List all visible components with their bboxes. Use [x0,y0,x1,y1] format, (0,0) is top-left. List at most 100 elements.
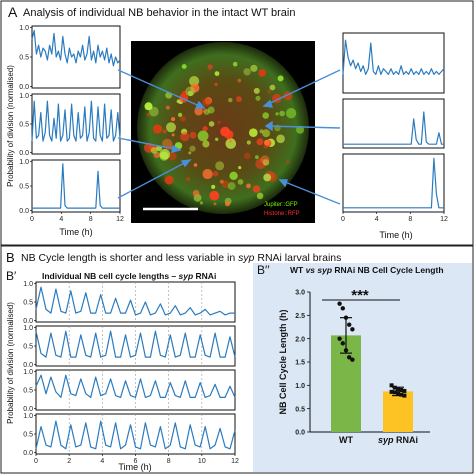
arrow-2-head [171,144,182,153]
b2-ytick-label-4: 2.0 [295,336,305,343]
b2-point-wt-9 [350,357,355,362]
cell-91 [146,112,151,117]
b1-trace-4-xtick-label-1: 2 [67,458,71,465]
a-right-trace-1-frame [342,32,445,94]
cell-119 [276,134,285,144]
b2-ytick-label-1: 0.5 [295,406,305,413]
cell-68 [211,184,216,189]
arrow-5-head [264,120,273,132]
cell-96 [180,132,190,142]
b2-point-syp-7 [396,391,400,396]
cell-85 [258,69,267,77]
b2-point-wt-4 [350,327,355,332]
b1-trace-1-ytick-label-1: 0.5 [23,299,33,306]
pointer-arrows [117,69,341,205]
b2-point-syp-6 [392,390,397,395]
cell-36 [207,64,213,70]
panel-b-title-c: RNAi larval brains [254,252,341,264]
panel-b2-title: WT vs syp RNAi NB Cell Cycle Length [290,265,444,275]
significance-stars: *** [351,287,369,304]
cell-speckles [143,61,305,207]
panel-a-letter: A [8,4,18,20]
cell-13 [243,152,251,160]
panel-b1-title-a: Individual NB cell cycle lengths – [42,271,179,281]
b2-point-wt-2 [343,315,349,320]
arrow-3-head [180,159,192,168]
b1-trace-4-ytick-label-0: 1.0 [23,413,33,420]
arrow-5 [265,125,341,129]
cell-52 [246,183,251,189]
panel-b1-xlabel: Time (h) [118,462,151,472]
cell-111 [296,125,305,134]
panel-b2-xlabel-wt: WT [339,435,353,445]
panel-b1-title: Individual NB cell cycle lengths – syp R… [42,271,216,281]
panel-a-title: Analysis of individual NB behavior in th… [23,7,296,19]
cell-78 [189,131,197,139]
b1-trace-4-xtick-label-0: 0 [34,458,38,465]
cell-18 [209,190,220,201]
panel-a-traces-left: 1.00.50.01.00.50.01.00.50.00 4 8 12 [19,25,124,223]
cell-77 [243,68,251,76]
cell-104 [159,151,169,161]
cell-50 [237,179,244,185]
b2-point-syp-2 [396,387,400,392]
cell-90 [256,138,264,146]
b2-point-wt-5 [337,336,342,341]
cell-118 [219,179,224,184]
cell-76 [264,139,270,146]
cell-61 [180,115,186,122]
cell-95 [269,84,276,91]
a-left-trace-2-line [31,100,121,142]
cell-26 [249,128,258,137]
cell-59 [189,145,196,152]
a-left-trace-3-xtick-label-1: 4 [59,216,63,223]
cell-40 [171,117,176,122]
cell-23 [176,99,181,104]
cell-89 [259,129,264,134]
cell-5 [225,138,237,149]
cell-98 [262,159,270,166]
cell-75 [255,95,261,101]
panel-b2-title-a: WT [290,265,306,275]
cell-110 [202,140,210,148]
arrow-1 [117,69,205,109]
cell-105 [285,108,297,119]
cell-108 [252,185,261,193]
cell-100 [260,155,270,165]
b2-point-syp-1 [392,385,397,390]
panel-b2-xlabel-syp: syp RNAi [378,435,418,445]
arrow-4 [263,69,341,107]
b1-trace-2-ytick-label-2: 0.0 [23,362,33,369]
panel-b2-title-c: RNAi NB Cell Cycle Length [332,265,443,275]
cell-38 [238,166,242,170]
panel-a-traces-right: 0 4 8 12 [341,32,448,223]
a-left-trace-1-ytick-label-0: 1.0 [19,25,29,32]
b2-point-wt-1 [340,306,345,311]
a-left-trace-3-ytick-label-1: 0.5 [19,183,29,190]
cell-82 [203,109,207,114]
panel-a-ylabel: Probability of division (normalised) [6,65,15,187]
cell-116 [199,201,204,205]
b1-trace-4-ytick-label-2: 0.0 [23,450,33,457]
a-left-trace-1-frame [31,25,121,89]
panel-b2-chart: 0.0 0.5 1.0 1.5 2.0 2.5 3.0 [295,290,430,437]
panel-b1-ylabel: Probability of division (normalised) [6,302,15,424]
cell-62 [214,71,220,76]
cell-47 [166,122,176,133]
b2-ytick-label-5: 2.5 [295,313,305,320]
cell-69 [279,110,285,117]
a-right-trace-1-line [342,39,445,75]
b2-point-syp-5 [389,389,394,394]
b2-point-wt-3 [347,322,352,327]
a-left-trace-2-frame [31,93,121,155]
cell-102 [214,82,218,86]
panel-b2-letter: B′′ [257,263,270,277]
b2-point-syp-3 [399,388,404,392]
b2-point-syp-9 [402,393,407,398]
arrow-6 [279,179,341,205]
cell-64 [237,78,242,83]
panel-b2-xlabel-syp-a: syp [378,435,394,445]
cell-115 [217,120,221,124]
b2-ytick-label-0: 0.0 [295,430,305,437]
cell-66 [212,170,219,177]
